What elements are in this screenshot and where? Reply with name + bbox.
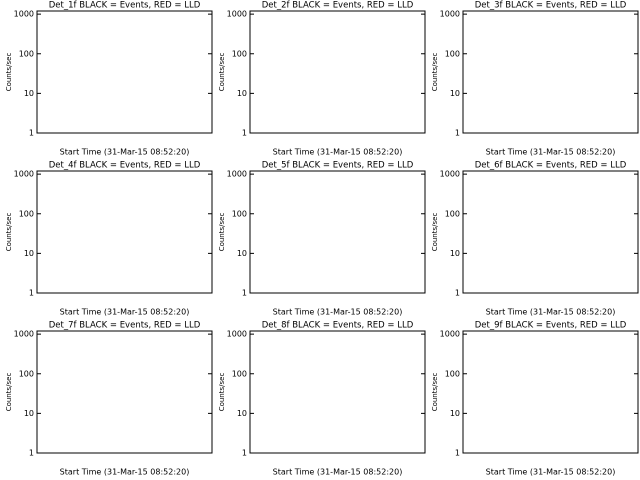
chart-title: Det_6f BLACK = Events, RED = LLD — [475, 161, 627, 171]
x-axis-label: Start Time (31-Mar-15 08:52:20) — [60, 148, 190, 157]
y-tick-label: 1 — [29, 449, 34, 458]
y-tick-label: 10 — [237, 89, 247, 98]
y-tick-label: 100 — [232, 369, 247, 378]
y-axis-label: Counts/sec — [431, 213, 439, 252]
panel: Det_6f BLACK = Events, RED = LLD 1 10 100 10… — [431, 161, 639, 317]
y-tick-label: 1000 — [14, 170, 34, 179]
y-tick-label: 100 — [19, 369, 34, 378]
y-tick-label: 10 — [450, 89, 460, 98]
y-tick-label: 1000 — [440, 170, 460, 179]
x-axis-label: Start Time (31-Mar-15 08:52:20) — [486, 468, 616, 477]
panel: Det_8f BLACK = Events, RED = LLD 1 10 100 10… — [218, 321, 426, 477]
chart-title: Det_7f BLACK = Events, RED = LLD — [49, 321, 201, 331]
panel: Det_9f BLACK = Events, RED = LLD 1 10 100 10… — [431, 321, 639, 477]
y-tick-label: 1 — [455, 289, 460, 298]
plot-frame — [462, 10, 639, 134]
x-axis-label: Start Time (31-Mar-15 08:52:20) — [60, 468, 190, 477]
y-axis-label: Counts/sec — [5, 373, 13, 412]
x-axis-label: Start Time (31-Mar-15 08:52:20) — [273, 148, 403, 157]
x-axis-label: Start Time (31-Mar-15 08:52:20) — [486, 148, 616, 157]
y-axis-label: Counts/sec — [5, 213, 13, 252]
y-tick-label: 100 — [232, 49, 247, 58]
y-tick-label: 1 — [242, 129, 247, 138]
panel: Det_1f BLACK = Events, RED = LLD 1 10 100 10… — [5, 1, 213, 157]
panel: Det_7f BLACK = Events, RED = LLD 1 10 100 10… — [5, 321, 213, 477]
y-tick-label: 10 — [24, 249, 34, 258]
panel: Det_5f BLACK = Events, RED = LLD 1 10 100 10… — [218, 161, 426, 317]
y-tick-label: 1000 — [227, 330, 247, 339]
y-tick-label: 10 — [450, 409, 460, 418]
plot-frame — [249, 10, 426, 134]
chart-title: Det_3f BLACK = Events, RED = LLD — [475, 1, 627, 11]
y-tick-label: 1000 — [440, 330, 460, 339]
y-axis-label: Counts/sec — [218, 373, 226, 412]
y-tick-label: 1000 — [14, 10, 34, 19]
y-tick-label: 10 — [237, 249, 247, 258]
y-tick-label: 10 — [24, 409, 34, 418]
chart-title: Det_1f BLACK = Events, RED = LLD — [49, 1, 201, 11]
panel: Det_4f BLACK = Events, RED = LLD 1 10 100 10… — [5, 161, 213, 317]
plot-frame — [462, 330, 639, 454]
plot-frame — [36, 10, 213, 134]
chart-title: Det_5f BLACK = Events, RED = LLD — [262, 161, 414, 171]
y-tick-label: 10 — [24, 89, 34, 98]
y-tick-label: 100 — [445, 369, 460, 378]
y-tick-label: 1 — [29, 129, 34, 138]
panel: Det_3f BLACK = Events, RED = LLD 1 10 100 10… — [431, 1, 639, 157]
chart-title: Det_9f BLACK = Events, RED = LLD — [475, 321, 627, 331]
y-tick-label: 100 — [19, 209, 34, 218]
y-tick-label: 1000 — [227, 10, 247, 19]
x-axis-label: Start Time (31-Mar-15 08:52:20) — [486, 308, 616, 317]
x-axis-label: Start Time (31-Mar-15 08:52:20) — [273, 308, 403, 317]
plot-frame — [249, 170, 426, 294]
plot-frame — [36, 330, 213, 454]
plot-frame — [249, 330, 426, 454]
y-tick-label: 100 — [445, 209, 460, 218]
x-axis-label: Start Time (31-Mar-15 08:52:20) — [273, 468, 403, 477]
y-tick-label: 10 — [450, 249, 460, 258]
y-axis-label: Counts/sec — [431, 53, 439, 92]
y-axis-label: Counts/sec — [5, 53, 13, 92]
chart-title: Det_4f BLACK = Events, RED = LLD — [49, 161, 201, 171]
y-tick-label: 1 — [455, 449, 460, 458]
y-tick-label: 1 — [29, 289, 34, 298]
y-axis-label: Counts/sec — [218, 53, 226, 92]
y-tick-label: 100 — [445, 49, 460, 58]
y-tick-label: 1000 — [227, 170, 247, 179]
plot-frame — [462, 170, 639, 294]
x-axis-label: Start Time (31-Mar-15 08:52:20) — [60, 308, 190, 317]
y-axis-label: Counts/sec — [218, 213, 226, 252]
y-tick-label: 100 — [19, 49, 34, 58]
chart-title: Det_8f BLACK = Events, RED = LLD — [262, 321, 414, 331]
y-tick-label: 1 — [455, 129, 460, 138]
y-tick-label: 1000 — [14, 330, 34, 339]
panel: Det_2f BLACK = Events, RED = LLD 1 10 100 10… — [218, 1, 426, 157]
plot-frame — [36, 170, 213, 294]
y-tick-label: 100 — [232, 209, 247, 218]
y-tick-label: 10 — [237, 409, 247, 418]
y-axis-label: Counts/sec — [431, 373, 439, 412]
chart-title: Det_2f BLACK = Events, RED = LLD — [262, 1, 414, 11]
y-tick-label: 1000 — [440, 10, 460, 19]
y-tick-label: 1 — [242, 289, 247, 298]
y-tick-label: 1 — [242, 449, 247, 458]
